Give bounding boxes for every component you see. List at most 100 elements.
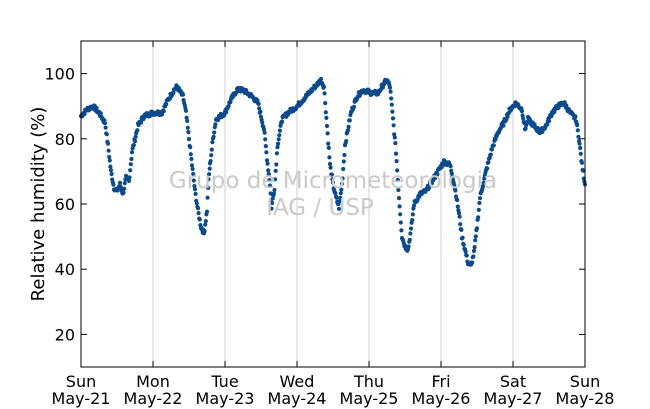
data-point	[208, 159, 213, 164]
data-point	[269, 206, 274, 211]
data-point	[581, 168, 586, 173]
data-point	[132, 139, 138, 144]
x-tick-label-date: May-21	[52, 389, 111, 408]
x-tick-label-day: Wed	[280, 372, 315, 391]
data-point	[164, 102, 169, 107]
data-point	[463, 249, 468, 254]
data-point	[491, 143, 496, 148]
data-point	[398, 220, 403, 225]
data-point	[273, 177, 278, 182]
data-point	[546, 119, 552, 124]
data-point	[339, 181, 345, 186]
data-point	[577, 141, 582, 146]
data-point	[207, 166, 212, 171]
data-point	[185, 118, 190, 123]
data-point	[321, 84, 327, 89]
data-point	[452, 182, 457, 187]
data-point	[410, 212, 415, 217]
data-point	[476, 207, 481, 212]
data-point	[206, 177, 211, 182]
data-point	[192, 183, 197, 189]
data-point	[407, 237, 412, 242]
x-tick-label-date: May-24	[268, 389, 327, 408]
data-point	[398, 212, 403, 217]
data-point	[271, 191, 276, 196]
data-point	[183, 108, 189, 113]
data-point	[493, 137, 498, 142]
watermark-line-2: IAG / USP	[266, 195, 374, 221]
data-point	[277, 133, 282, 138]
data-point	[184, 115, 189, 120]
data-point	[195, 206, 201, 211]
data-point	[326, 141, 331, 146]
data-point	[480, 184, 486, 189]
data-point	[190, 166, 195, 172]
data-point	[501, 123, 506, 128]
data-point	[346, 124, 351, 129]
x-tick-label-date: May-27	[484, 389, 543, 408]
data-point	[257, 106, 262, 111]
x-tick-label-date: May-25	[340, 389, 399, 408]
y-tick-label: 40	[55, 260, 75, 279]
x-tick-label-date: May-22	[124, 389, 183, 408]
data-point	[267, 178, 272, 183]
data-point	[326, 145, 331, 150]
data-point	[258, 109, 263, 114]
data-point	[411, 203, 417, 208]
data-point	[340, 176, 345, 181]
data-point	[573, 114, 578, 119]
data-point	[202, 228, 207, 233]
data-point	[272, 187, 277, 193]
data-point	[197, 217, 202, 222]
data-point	[396, 187, 401, 193]
data-point	[212, 130, 217, 135]
data-point	[193, 191, 198, 196]
data-point	[191, 171, 196, 177]
data-point	[213, 122, 218, 127]
data-point	[189, 156, 194, 162]
data-point	[276, 141, 281, 146]
data-point	[226, 104, 231, 109]
data-point	[457, 214, 462, 219]
data-point	[505, 114, 510, 119]
data-point	[109, 171, 114, 177]
data-point	[203, 222, 208, 227]
y-axis-ticks: 20 40 60 80 100	[44, 65, 585, 344]
data-point	[390, 109, 395, 114]
data-point	[392, 135, 397, 140]
data-point	[161, 109, 166, 114]
data-point	[472, 245, 477, 250]
data-point	[94, 105, 99, 111]
data-point	[196, 211, 201, 216]
data-point	[263, 144, 268, 149]
data-point	[277, 128, 282, 133]
data-point	[265, 161, 270, 166]
data-point	[347, 118, 352, 123]
data-point	[449, 171, 454, 176]
plot-frame	[80, 40, 586, 368]
data-point	[535, 125, 540, 131]
data-point	[107, 158, 112, 163]
data-point	[188, 152, 193, 157]
y-tick-label: 100	[44, 65, 75, 84]
data-point	[578, 151, 583, 156]
data-point	[435, 172, 440, 177]
data-point	[275, 145, 280, 150]
data-point	[131, 143, 136, 148]
data-point	[207, 172, 212, 177]
data-point	[138, 120, 144, 125]
data-point	[209, 147, 214, 152]
data-point	[194, 201, 199, 206]
data-point	[122, 181, 127, 186]
data-point	[477, 200, 482, 206]
data-point	[276, 137, 281, 142]
data-point	[473, 238, 478, 243]
data-point	[186, 137, 192, 142]
data-point	[127, 175, 132, 180]
data-point	[393, 141, 398, 146]
data-point	[322, 91, 327, 96]
data-point	[408, 226, 414, 231]
data-point	[396, 196, 402, 201]
